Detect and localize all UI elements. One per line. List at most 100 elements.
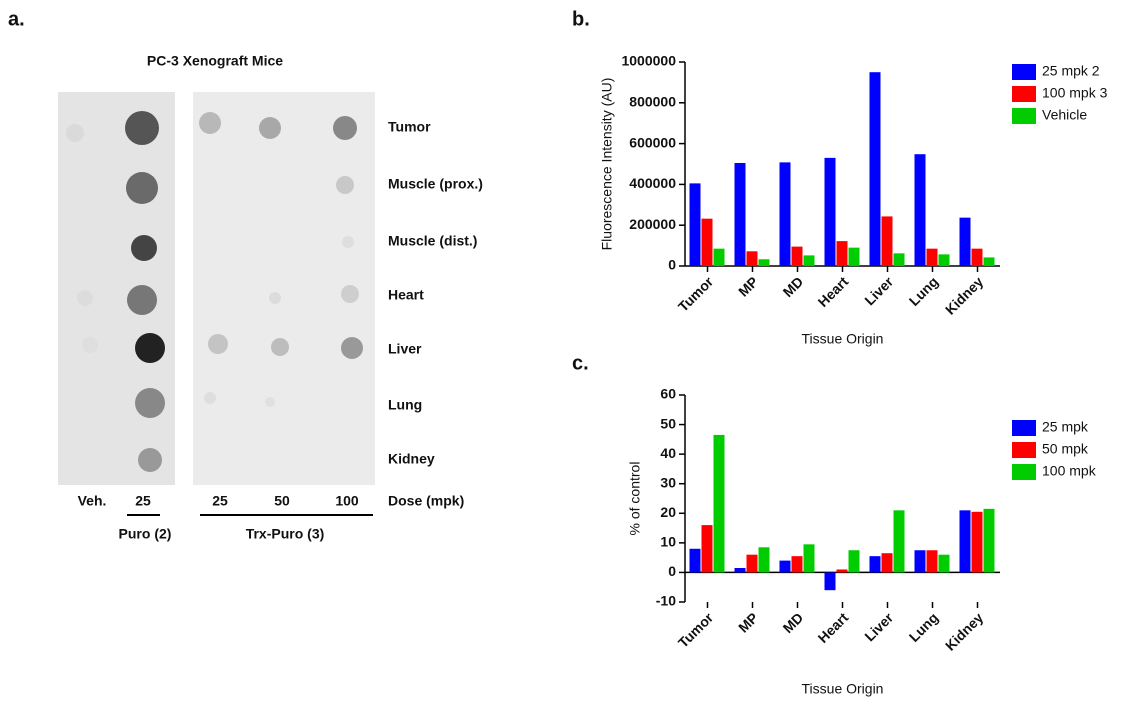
legend-label: 50 mpk [1042,441,1089,457]
blot-dot [82,337,98,353]
bar [735,568,746,572]
blot-dot [259,117,281,139]
bar [894,253,905,266]
bar [870,72,881,266]
y-tick-label: 0 [668,257,676,273]
blot-dot [127,285,157,315]
bar [792,556,803,572]
legend-swatch [1012,86,1036,102]
bar [882,216,893,266]
bar [984,509,995,573]
x-tick-label: Liver [861,273,896,308]
y-tick-label: 600000 [629,134,676,150]
blot-dot [269,292,281,304]
blot-title: PC-3 Xenograft Mice [147,53,283,69]
x-axis-label: Tissue Origin [802,681,884,697]
row-label: Liver [388,341,422,357]
blot-dot [199,112,221,134]
blot-dot [336,176,354,194]
y-axis-label: % of control [627,462,643,536]
bar [825,572,836,590]
x-tick-label: Heart [815,273,852,310]
x-tick-label: Heart [815,609,852,646]
bar [825,158,836,266]
legend-swatch [1012,64,1036,80]
bar [915,550,926,572]
bar [837,241,848,266]
x-tick-label: Kidney [942,609,986,653]
bar [759,547,770,572]
blot-dot [135,388,165,418]
bar [927,550,938,572]
column-label: Veh. [78,493,107,509]
row-label: Muscle (prox.) [388,176,483,192]
legend-label: 100 mpk 3 [1042,85,1108,101]
y-tick-label: 0 [668,563,676,579]
blot-dot [138,448,162,472]
bar [735,163,746,266]
row-label: Tumor [388,119,431,135]
legend-swatch [1012,464,1036,480]
y-axis-label: Fluorescence Intensity (AU) [599,78,615,251]
x-tick-label: Liver [861,609,896,644]
bar [714,435,725,573]
legend-swatch [1012,420,1036,436]
bar [984,257,995,266]
legend-swatch [1012,108,1036,124]
row-label: Muscle (dist.) [388,233,477,249]
row-label: Lung [388,397,422,413]
column-label: 50 [274,493,290,509]
bar [804,544,815,572]
dose-label: Dose (mpk) [388,493,464,509]
bar [882,553,893,572]
group-label: Puro (2) [119,526,172,542]
blot-dot [125,111,159,145]
figure: a. b. c. PC-3 Xenograft Mice Veh. 25 25 … [0,0,1126,701]
bar [939,254,950,266]
bar [870,556,881,572]
blot-dot [342,236,354,248]
row-label: Heart [388,287,424,303]
bar [702,525,713,572]
x-tick-label: MP [735,609,761,635]
x-tick-label: Kidney [942,273,986,317]
bar [915,154,926,266]
x-tick-label: Lung [906,609,942,645]
panel-label: a. [8,8,25,30]
y-tick-label: 20 [660,504,676,520]
y-tick-label: 30 [660,474,676,490]
panel-label: c. [572,352,589,374]
bar [747,251,758,266]
bar [759,259,770,266]
x-tick-label: MD [780,273,807,300]
x-tick-label: Tumor [675,609,717,651]
blot-dot [126,172,158,204]
column-label: 25 [135,493,151,509]
blot-dot [135,333,165,363]
group-label: Trx-Puro (3) [246,526,325,542]
legend-label: Vehicle [1042,107,1087,123]
bar [939,555,950,573]
y-tick-label: 400000 [629,175,676,191]
x-tick-label: MP [735,273,761,299]
bar [690,549,701,573]
bar [747,555,758,573]
bar [792,247,803,266]
column-label: 100 [335,493,359,509]
legend-label: 25 mpk 2 [1042,63,1100,79]
blot-dot [333,116,357,140]
bar [780,561,791,573]
y-tick-label: 60 [660,386,676,402]
legend-label: 100 mpk [1042,463,1097,479]
y-tick-label: 50 [660,415,676,431]
blot-dot [271,338,289,356]
bar [849,550,860,572]
x-axis-label: Tissue Origin [802,331,884,347]
y-tick-label: 10 [660,534,676,550]
blot-dot [131,235,157,261]
bar [780,162,791,266]
panel-label: b. [572,8,590,30]
x-tick-label: Lung [906,273,942,309]
bar [894,510,905,572]
y-tick-label: 200000 [629,216,676,232]
